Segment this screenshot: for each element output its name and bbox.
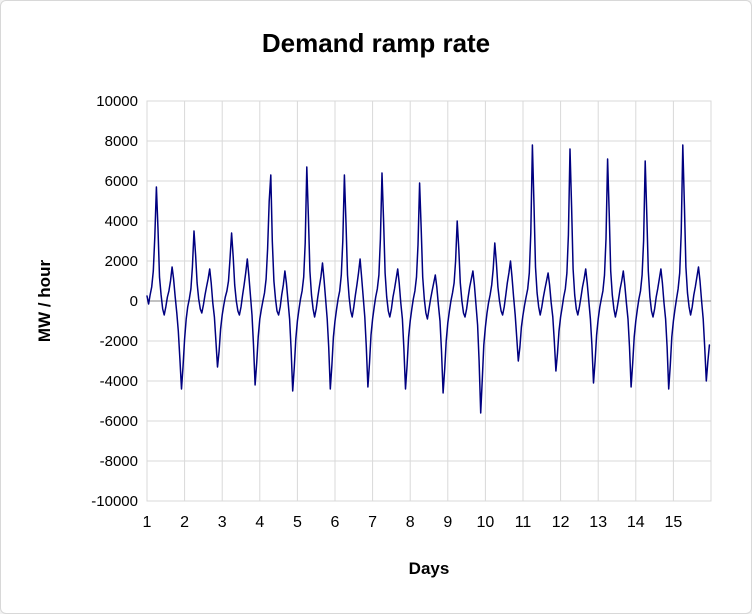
- x-tick-label: 11: [515, 514, 532, 531]
- y-tick-label: 6000: [105, 173, 138, 190]
- y-tick-label: 4000: [105, 213, 138, 230]
- x-tick-label: 5: [293, 514, 302, 531]
- x-tick-label: 2: [180, 514, 189, 531]
- x-tick-label: 1: [143, 514, 152, 531]
- x-tick-label: 15: [665, 514, 683, 531]
- x-tick-label: 3: [218, 514, 227, 531]
- x-tick-label: 9: [443, 514, 452, 531]
- chart-title: Demand ramp rate: [261, 28, 491, 58]
- y-tick-label: 8000: [105, 133, 138, 150]
- y-tick-label: 2000: [105, 253, 138, 270]
- y-tick-label: -4000: [100, 373, 138, 390]
- y-tick-label: -8000: [100, 453, 138, 470]
- demand-ramp-rate-line: [146, 144, 711, 414]
- x-tick-label: 13: [589, 514, 607, 531]
- y-tick-label: 0: [130, 293, 138, 310]
- y-tick-label: -6000: [100, 413, 138, 430]
- y-tick-label: -2000: [100, 333, 138, 350]
- y-tick-label: 10000: [96, 93, 138, 110]
- x-tick-label: 8: [406, 514, 415, 531]
- x-tick-label: 10: [477, 514, 495, 531]
- x-tick-label: 6: [331, 514, 340, 531]
- y-tick-label: -10000: [91, 493, 138, 510]
- x-tick-label: 12: [552, 514, 570, 531]
- x-tick-label: 7: [368, 514, 377, 531]
- x-axis-title: Days: [408, 559, 450, 578]
- x-tick-label: 4: [255, 514, 264, 531]
- x-tick-label: 14: [627, 514, 645, 531]
